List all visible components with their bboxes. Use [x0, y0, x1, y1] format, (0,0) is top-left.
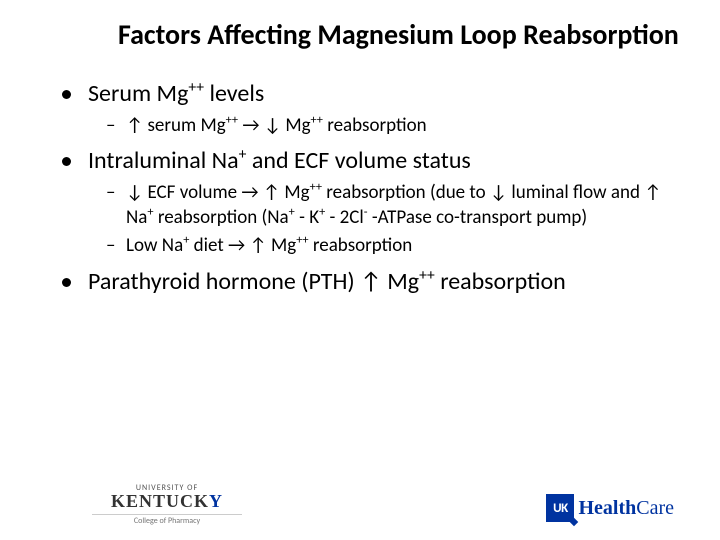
bullet-text: Intraluminal Na+ and ECF volume status — [88, 146, 471, 175]
bullet-serum-mg: Serum Mg++ levels ↑ serum Mg++ → ↓ Mg++ … — [60, 79, 690, 138]
slide-title: Factors Affecting Magnesium Loop Reabsor… — [118, 20, 680, 51]
bullet-text: Parathyroid hormone (PTH) ↑ Mg++ reabsor… — [88, 267, 566, 296]
sub-list: ↑ serum Mg++ → ↓ Mg++ reabsorption — [88, 114, 690, 139]
healthcare-text: HealthCare — [578, 497, 674, 520]
bullet-pth: Parathyroid hormone (PTH) ↑ Mg++ reabsor… — [60, 267, 690, 298]
footer: UNIVERSITY OF KENTUCKY College of Pharma… — [0, 470, 720, 526]
logo-college-of-pharmacy: College of Pharmacy — [92, 514, 242, 526]
uk-badge-icon: UK — [546, 494, 574, 522]
sub-bullet: Low Na+ diet → ↑ Mg++ reabsorption — [88, 234, 690, 259]
uk-healthcare-logo: UK HealthCare — [546, 494, 674, 522]
sub-list: ↓ ECF volume → ↑ Mg++ reabsorption (due … — [88, 181, 690, 259]
sub-bullet: ↓ ECF volume → ↑ Mg++ reabsorption (due … — [88, 181, 690, 230]
main-bullet-list: Serum Mg++ levels ↑ serum Mg++ → ↓ Mg++ … — [60, 79, 690, 298]
bullet-text: Serum Mg++ levels — [88, 79, 264, 108]
bullet-intraluminal-na: Intraluminal Na+ and ECF volume status ↓… — [60, 146, 690, 259]
sub-bullet: ↑ serum Mg++ → ↓ Mg++ reabsorption — [88, 114, 690, 139]
logo-kentucky: KENTUCKY — [92, 491, 242, 512]
kentucky-logo: UNIVERSITY OF KENTUCKY College of Pharma… — [92, 483, 242, 526]
slide: Factors Affecting Magnesium Loop Reabsor… — [0, 0, 720, 540]
